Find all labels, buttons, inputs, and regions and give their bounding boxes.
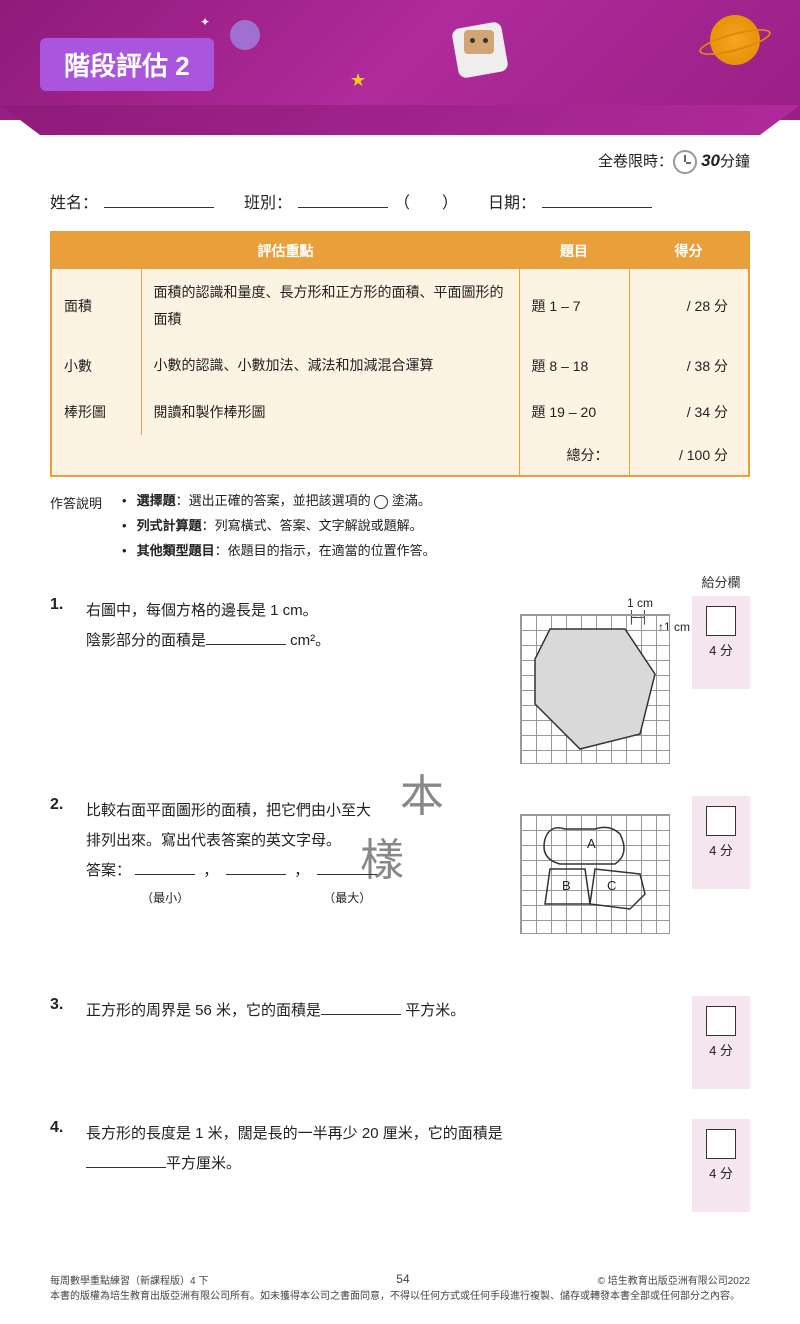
time-limit: 全卷限時：30分鐘 <box>50 150 750 174</box>
instructions: 作答說明 選擇題：選出正確的答案，並把該選項的 塗滿。 列式計算題：列寫橫式、答… <box>50 491 750 565</box>
clock-icon <box>673 150 697 174</box>
score-box: 4 分 <box>692 996 750 1089</box>
astronaut-decoration <box>440 10 520 90</box>
question-1: 1. 右圖中，每個方格的邊長是 1 cm。 陰影部分的面積是 cm²。 1 cm… <box>50 596 750 766</box>
table-row-total: 總分： / 100 分 <box>51 435 749 476</box>
class-label: 班別： <box>244 189 292 213</box>
score-box: 4 分 <box>692 596 750 689</box>
instruction-item: 選擇題：選出正確的答案，並把該選項的 塗滿。 <box>122 491 436 512</box>
star-icon: ✦ <box>200 15 210 29</box>
date-label: 日期： <box>488 189 536 213</box>
col-questions: 題目 <box>519 232 629 269</box>
instruction-item: 列式計算題：列寫橫式、答案、文字解說或題解。 <box>122 516 436 537</box>
labeled-shapes <box>520 814 670 934</box>
answer-blank[interactable] <box>135 859 195 875</box>
class-input[interactable] <box>298 190 388 208</box>
figure-grid-shape: 1 cm├─┤ ↕1 cm <box>512 596 682 766</box>
page-number: 54 <box>396 1272 409 1287</box>
circle-icon <box>374 495 388 509</box>
saturn-decoration <box>710 15 760 65</box>
instructions-label: 作答說明 <box>50 491 102 565</box>
page-footer: 每周數學重點練習（新課程版）4 下 54 © 培生教育出版亞洲有限公司2022 … <box>0 1262 800 1324</box>
answer-blank[interactable] <box>86 1152 166 1168</box>
rubric-table: 評估重點 題目 得分 面積 面積的認識和量度、長方形和正方形的面積、平面圖形的面… <box>50 231 750 477</box>
page-header: ✦ ★ 階段評估 2 <box>0 0 800 120</box>
name-input[interactable] <box>104 190 214 208</box>
footer-right: © 培生教育出版亞洲有限公司2022 <box>598 1272 750 1287</box>
table-row: 小數 小數的認識、小數加法、減法和加減混合運算 題 8 – 18 / 38 分 <box>51 342 749 389</box>
star-icon: ★ <box>350 70 366 91</box>
score-box: 4 分 <box>692 796 750 889</box>
answer-blank[interactable] <box>206 629 286 645</box>
score-column-header: 給分欄 <box>692 572 750 591</box>
date-input[interactable] <box>542 190 652 208</box>
footer-left: 每周數學重點練習（新課程版）4 下 <box>50 1272 208 1287</box>
planet-decoration <box>230 20 260 50</box>
answer-blank[interactable] <box>321 999 401 1015</box>
figure-grid-shapes: A B C <box>512 796 682 966</box>
copyright-notice: 本書的版權為培生教育出版亞洲有限公司所有。如未獲得本公司之書面同意，不得以任何方… <box>50 1290 750 1304</box>
answer-blank[interactable] <box>317 859 377 875</box>
instruction-item: 其他類型題目：依題目的指示，在適當的位置作答。 <box>122 541 436 562</box>
score-box: 4 分 <box>692 1119 750 1212</box>
col-focus: 評估重點 <box>51 232 519 269</box>
col-score: 得分 <box>629 232 749 269</box>
student-info-row: 姓名： 班別：（ ） 日期： <box>50 189 750 213</box>
question-4: 4. 長方形的長度是 1 米，闊是長的一半再少 20 厘米，它的面積是 平方厘米… <box>50 1119 750 1212</box>
question-3: 3. 正方形的周界是 56 米，它的面積是 平方米。 4 分 <box>50 996 750 1089</box>
page-title: 階段評估 2 <box>40 38 214 91</box>
answer-blank[interactable] <box>226 859 286 875</box>
table-row: 棒形圖 閱讀和製作棒形圖 題 19 – 20 / 34 分 <box>51 389 749 436</box>
table-row: 面積 面積的認識和量度、長方形和正方形的面積、平面圖形的面積 題 1 – 7 /… <box>51 269 749 342</box>
question-2: 2. 比較右面平面圖形的面積，把它們由小至大 排列出來。寫出代表答案的英文字母。… <box>50 796 750 966</box>
name-label: 姓名： <box>50 189 98 213</box>
shaded-polygon <box>520 614 670 764</box>
